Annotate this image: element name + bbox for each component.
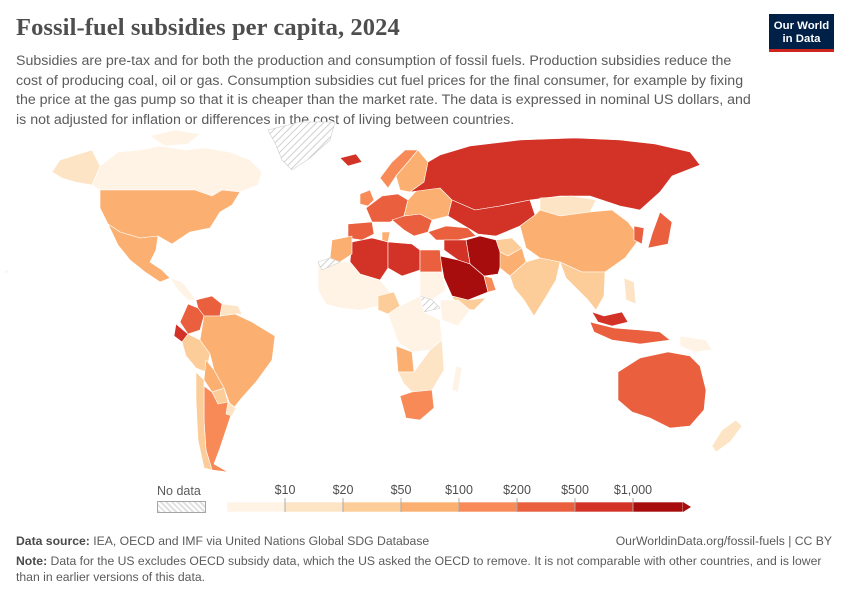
legend-no-data-label: No data [157,484,201,498]
legend-tick-label-3: $100 [445,483,473,497]
data-source-text: IEA, OECD and IMF via United Nations Glo… [93,534,430,548]
map-region-canada[interactable] [91,129,263,197]
legend-no-data-swatch [157,501,206,513]
legend-bin-7 [632,501,684,513]
logo-line-1: Our World [773,20,830,32]
map-region-gulf-states[interactable] [483,275,497,293]
map-region-turkey[interactable] [427,225,477,241]
world-map[interactable] [0,120,850,480]
map-region-indonesia[interactable] [589,321,671,345]
map-region-ethiopia-east[interactable] [439,299,471,327]
legend-tick-label-0: $10 [275,483,296,497]
map-region-greenland[interactable] [267,121,336,171]
map-region-uruguay[interactable] [225,401,237,417]
legend-arrow-tip [683,502,691,512]
legend-bin-0 [226,501,286,513]
legend-bin-5 [516,501,576,513]
map-region-mexico[interactable] [107,223,171,283]
legend-bin-3 [400,501,460,513]
logo-line-2: in Data [782,32,821,45]
legend-tick-label-2: $50 [391,483,412,497]
map-region-guyana-suriname[interactable] [219,303,243,317]
chart-title: Fossil-fuel subsidies per capita, 2024 [16,14,400,41]
note-text: Data for the US excludes OECD subsidy da… [16,554,822,584]
map-region-sudan[interactable] [419,271,447,301]
map-region-alaska[interactable] [51,149,101,186]
map-region-central-america[interactable] [169,277,197,301]
map-region-brazil[interactable] [199,313,276,411]
map-region-southern-africa[interactable] [397,339,445,393]
map-region-madagascar[interactable] [451,365,463,393]
legend-no-data: No data [157,484,206,513]
chart-note: Note: Data for the US excludes OECD subs… [16,553,836,585]
map-region-iberia[interactable] [347,221,375,241]
legend-tick-label-4: $200 [503,483,531,497]
map-region-antarctic-none[interactable] [4,269,9,274]
map-region-australia[interactable] [617,351,707,429]
map-region-libya[interactable] [387,241,421,277]
legend-bin-2 [342,501,402,513]
map-region-colombia[interactable] [179,303,205,335]
map-region-egypt[interactable] [419,249,443,273]
legend-bin-4 [458,501,518,513]
credit-link[interactable]: OurWorldinData.org/fossil-fuels | CC BY [615,534,832,548]
color-legend: $10 $20 $50 $100 $200 $500 $1,000 [226,483,691,513]
legend-tick-label-6: $1,000 [614,483,652,497]
map-region-uk-ireland[interactable] [359,189,375,207]
note-label: Note: [16,554,48,568]
legend-bin-1 [284,501,344,513]
chart-subtitle: Subsidies are pre-tax and for both the p… [16,53,751,128]
map-region-chile[interactable] [195,371,213,471]
map-region-southeast-asia[interactable] [559,261,606,311]
map-region-korea[interactable] [633,225,645,245]
map-region-png[interactable] [679,335,713,353]
map-region-japan[interactable] [647,211,673,249]
map-region-morocco-tunisia[interactable] [329,231,391,263]
map-region-south-africa[interactable] [399,389,435,421]
legend-tick-label-1: $20 [333,483,354,497]
data-source: Data source: IEA, OECD and IMF via Unite… [16,534,429,548]
map-region-central-africa[interactable] [387,295,443,353]
map-region-western-sahara[interactable] [317,257,341,271]
owid-logo[interactable]: Our World in Data [769,14,834,52]
map-region-iceland[interactable] [339,153,363,167]
data-source-label: Data source: [16,534,90,548]
map-region-philippines[interactable] [623,277,637,305]
legend-tick-label-5: $500 [561,483,589,497]
map-region-malaysia[interactable] [591,311,629,327]
map-region-india[interactable] [509,257,561,317]
map-region-new-zealand[interactable] [711,419,743,453]
legend-bin-6 [574,501,634,513]
